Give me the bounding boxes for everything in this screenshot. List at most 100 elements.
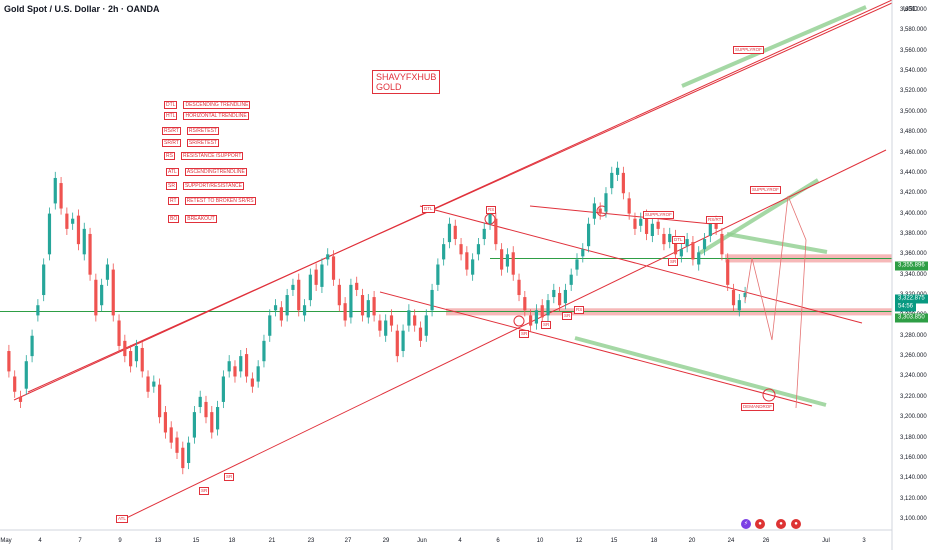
y-tick-label: 3,260.000 [900,353,927,360]
candle-body [644,215,649,234]
candle [378,314,382,337]
candle [291,278,295,297]
y-tick-label: 3,380.000 [900,230,927,237]
candle [71,212,75,230]
us-flag-icon[interactable]: ● [791,519,801,529]
candle [123,334,127,363]
candle-body [389,315,394,326]
candle [343,297,347,327]
candle [140,341,144,378]
candle-body [679,249,683,257]
legend-item-rt: RT RETEST TO BROKEN SR/RS [168,197,256,205]
candle [494,212,498,251]
candle [702,232,707,256]
candle-body [453,225,457,240]
candle [389,309,394,332]
y-tick-label: 3,420.000 [900,190,927,197]
annotation-sr-2: SR [224,473,235,481]
candle-body [187,442,191,464]
candle-body [621,172,625,194]
candle [534,304,539,330]
candle [436,258,440,291]
candlestick-series [7,161,747,475]
candle-body [714,221,718,229]
candle-body [424,315,428,336]
candle [407,304,411,332]
candle-body [668,233,672,243]
candle [726,253,730,291]
x-tick-label: 29 [382,538,390,544]
x-tick-label: 9 [118,538,122,544]
candle [169,421,173,449]
resistance-price-label: 3,355.896 [895,261,928,271]
candle [401,324,405,358]
candle-body [7,351,11,372]
x-tick-label: 18 [650,538,658,544]
candle [511,246,515,281]
candle-body [615,167,620,175]
candle [685,232,689,253]
y-tick-label: 3,360.000 [900,251,927,258]
ascending-channel-top-inner [27,2,893,393]
candle-body [708,223,712,236]
candle [331,250,336,286]
candle [36,299,40,322]
annotation-sr-4: SR [541,321,552,329]
candle [279,301,283,327]
us-flag-icon[interactable]: ● [755,519,765,529]
candle-body [337,284,341,306]
candle [360,288,365,322]
candle-body [401,330,405,352]
candle [192,406,196,444]
candle-body [244,354,249,377]
candle-body [523,297,527,311]
ascending-channel-bottom [117,149,887,523]
candle-body [500,249,504,270]
candle-body [198,396,202,408]
x-tick-label: 13 [154,538,162,544]
candle [552,283,556,304]
event-lightning-icon[interactable]: ⚡ [741,519,751,529]
y-tick-label: 3,440.000 [900,169,927,176]
candle-body [53,177,57,204]
legend-item-htl: HTL HORIZONTAL TRENDLINE [164,112,249,120]
candle [447,217,452,249]
candle-body [82,228,86,255]
y-tick-label: 3,120.000 [900,495,927,502]
candle [273,299,278,317]
legend-label: RETEST TO BROKEN SR/RS [184,197,256,205]
candle-body [610,172,614,189]
candle-body [586,223,591,247]
candle [314,263,318,291]
y-tick-label: 3,180.000 [900,434,927,441]
annotation-sr-5: SR [562,312,573,320]
annotation-sr-1: SR [199,487,210,495]
candle [459,238,463,261]
candle [639,212,643,232]
y-tick-label: 3,400.000 [900,210,927,217]
legend-label: ASCENDINGTRENDLINE [184,168,247,176]
legend-label: DESCENDING TRENDLINE [183,101,251,109]
x-tick-label: 27 [344,538,352,544]
candle-body [540,305,544,318]
ascending-channel-top [13,0,893,401]
us-flag-icon[interactable]: ● [776,519,786,529]
legend-item-rsrt: RS/RT RS/RETEST [162,127,219,135]
x-tick-label: 4 [38,538,42,544]
candle [546,294,550,322]
demand-zone [574,336,827,407]
candle-body [349,284,353,318]
candle [268,309,272,342]
currency-label: USD [903,6,918,13]
candle-body [343,303,347,321]
candle-body [413,315,417,326]
x-tick-label: 21 [268,538,276,544]
candle [244,347,249,383]
annotation-sr-3: SR [519,330,530,338]
candle [163,406,168,439]
y-tick-label: 3,600.000 [900,7,927,13]
candle [308,268,312,307]
candle [47,207,52,261]
candle [592,197,596,225]
